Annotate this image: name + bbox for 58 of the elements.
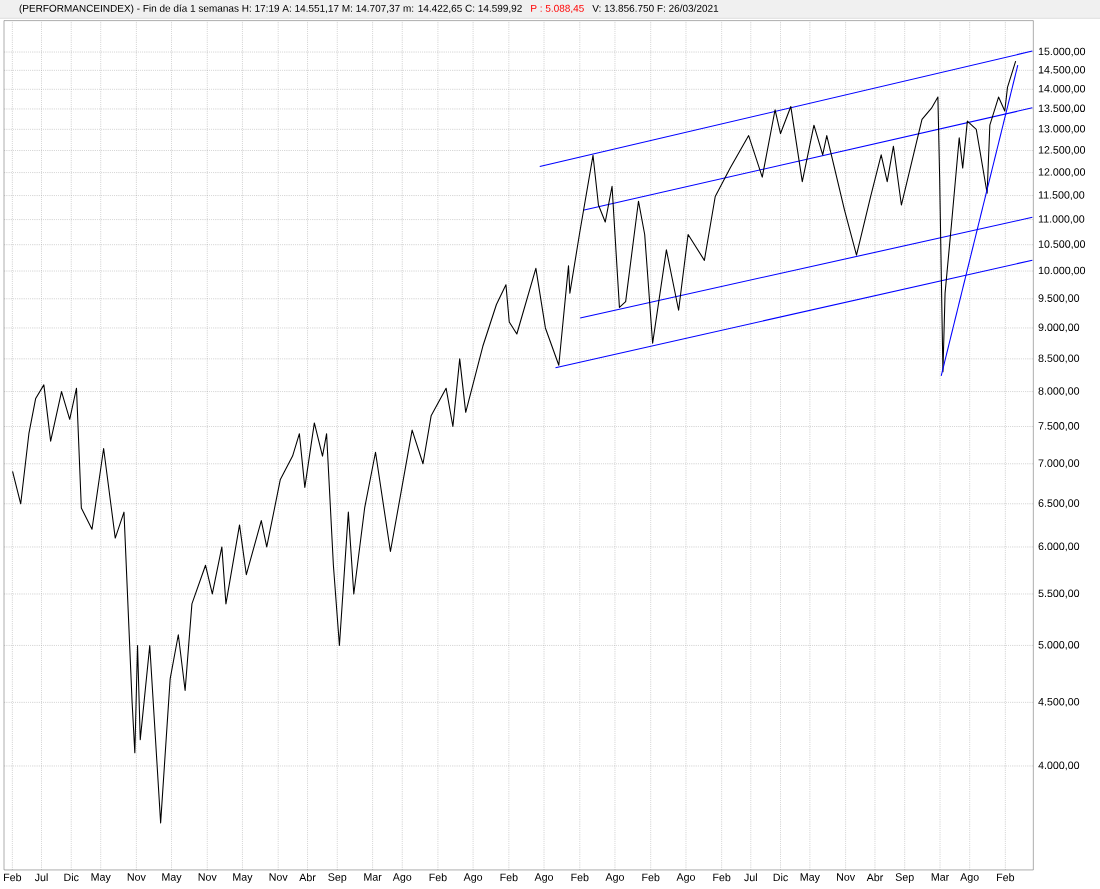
y-tick-label: 11.000,00 xyxy=(1038,215,1085,224)
x-tick-label: Feb xyxy=(500,873,518,882)
x-tick-label: Jul xyxy=(34,873,48,882)
x-tick-label: Ago xyxy=(960,873,979,883)
y-tick-label: 10.000,00 xyxy=(1038,266,1086,276)
y-tick-label: 5.000,00 xyxy=(1038,641,1080,650)
x-tick-label: Jul xyxy=(744,873,757,882)
x-tick-label: Nov xyxy=(198,873,217,881)
y-tick-label: 6.500,00 xyxy=(1038,499,1080,509)
y-tick-label: 9.000,00 xyxy=(1038,323,1080,333)
y-tick-label: 12.500,00 xyxy=(1038,146,1086,155)
x-tick-label: Nov xyxy=(127,873,146,881)
y-tick-label: 10.500,00 xyxy=(1038,240,1086,250)
x-tick-label: Ago xyxy=(392,873,412,883)
x-tick-label: May xyxy=(233,873,253,883)
x-tick-label: Feb xyxy=(713,873,731,882)
x-tick-label: Ago xyxy=(676,873,695,883)
y-tick-label: 14.500,00 xyxy=(1038,65,1086,75)
y-tick-label: 6.000,00 xyxy=(1038,542,1080,552)
text: V: 13.856.750 F: 26/03/2021 xyxy=(592,4,719,12)
x-tick-label: May xyxy=(800,873,820,883)
x-tick-label: May xyxy=(91,873,111,883)
y-tick-label: 15.000,00 xyxy=(1038,47,1086,57)
x-tick-label: Dic xyxy=(64,873,79,882)
y-tick-label: 9.500,00 xyxy=(1038,294,1080,304)
x-tick-label: Sep xyxy=(895,873,914,883)
y-tick-label: 7.000,00 xyxy=(1038,459,1080,469)
x-tick-label: Ago xyxy=(605,873,624,883)
y-tick-label: 7.500,00 xyxy=(1038,422,1080,431)
x-tick-label: Abr xyxy=(866,873,884,882)
x-tick-label: Feb xyxy=(642,873,660,882)
x-tick-label: Mar xyxy=(931,873,950,881)
y-tick-label: 8.000,00 xyxy=(1038,387,1080,396)
text: P : 5.088,45 xyxy=(531,4,584,14)
x-tick-label: Dic xyxy=(773,873,788,882)
y-tick-label: 4.500,00 xyxy=(1038,697,1080,707)
y-tick-label: 4.000,00 xyxy=(1038,761,1080,771)
x-tick-label: Nov xyxy=(269,873,288,881)
x-tick-label: Ago xyxy=(463,873,483,883)
x-tick-label: Ago xyxy=(534,873,554,883)
x-tick-label: Mar xyxy=(364,873,382,881)
y-tick-label: 14.000,00 xyxy=(1038,84,1086,94)
x-tick-label: Feb xyxy=(571,873,589,882)
chart-title: (PERFORMANCEINDEX) - Fin de día 1 semanas H: 17:19 A: 14.551,17 M: 14.707,37 m: 14.422,65 C: 14.599,92 xyxy=(19,4,522,14)
y-tick-label: 12.000,00 xyxy=(1038,168,1086,177)
x-tick-label: May xyxy=(162,873,182,883)
y-tick-label: 13.000,00 xyxy=(1038,124,1086,134)
x-tick-label: Nov xyxy=(837,873,856,881)
x-tick-label: Feb xyxy=(4,873,22,882)
y-tick-label: 8.500,00 xyxy=(1038,354,1080,364)
x-tick-label: Sep xyxy=(328,873,347,883)
y-tick-label: 11.500,00 xyxy=(1038,191,1085,200)
y-tick-label: 5.500,00 xyxy=(1038,589,1080,599)
y-tick-label: 13.500,00 xyxy=(1038,104,1086,114)
line-series xyxy=(12,60,1017,824)
x-tick-label: Feb xyxy=(429,873,447,882)
x-tick-label: Abr xyxy=(299,873,316,882)
x-tick-label: Feb xyxy=(997,873,1015,882)
